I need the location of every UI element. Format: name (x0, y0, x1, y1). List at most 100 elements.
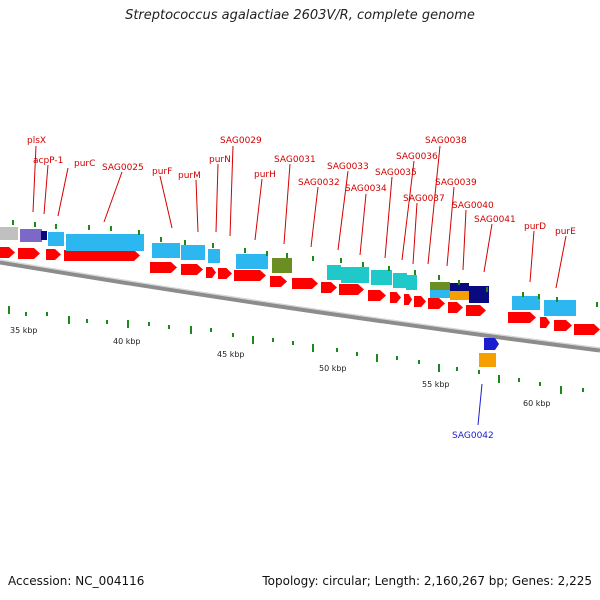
kbp-35: 35 kbp (10, 326, 38, 335)
label-leader-line (283, 163, 291, 245)
label-leader-line (359, 193, 367, 256)
scale-tick (106, 320, 108, 324)
label-SAG0042[interactable]: SAG0042 (452, 431, 494, 441)
gc-tick (438, 275, 440, 280)
forward-gene-arrow (390, 292, 401, 303)
gc-tick (110, 226, 112, 231)
label-SAG0037[interactable]: SAG0037 (403, 194, 445, 204)
gc-tick (212, 243, 214, 248)
cog-gene-box (327, 265, 341, 280)
label-acpP-1[interactable]: acpP-1 (33, 156, 63, 166)
label-leader-line (254, 178, 263, 241)
gc-tick (286, 253, 288, 258)
cog-gene-box (430, 290, 450, 298)
gc-tick (458, 280, 460, 285)
label-leader-line (32, 145, 37, 213)
label-SAG0033[interactable]: SAG0033 (327, 162, 369, 172)
scale-tick (68, 316, 70, 324)
scale-tick (292, 341, 294, 345)
cog-gene-box (181, 245, 205, 260)
forward-gene-arrow (218, 268, 232, 279)
gc-tick (388, 266, 390, 271)
label-SAG0031[interactable]: SAG0031 (274, 155, 316, 165)
label-leader-line (310, 186, 319, 248)
label-leader-line (215, 163, 219, 233)
label-purH[interactable]: purH (254, 170, 276, 180)
label-SAG0038[interactable]: SAG0038 (425, 136, 467, 146)
label-SAG0040[interactable]: SAG0040 (452, 201, 494, 211)
label-purE[interactable]: purE (555, 227, 576, 237)
label-leader-line (159, 175, 173, 229)
label-SAG0025[interactable]: SAG0025 (102, 163, 144, 173)
label-plsX[interactable]: plsX (27, 136, 46, 146)
label-purM[interactable]: purM (178, 171, 201, 181)
scale-tick (336, 348, 338, 352)
forward-gene-arrow (466, 305, 486, 316)
label-leader-line (427, 145, 441, 265)
label-purC[interactable]: purC (74, 159, 95, 169)
cog-gene-box (544, 300, 576, 316)
scale-tick (272, 338, 274, 342)
accession-text: Accession: NC_004116 (8, 574, 145, 588)
label-leader-line (483, 223, 493, 273)
label-SAG0035[interactable]: SAG0035 (375, 168, 417, 178)
scale-tick (498, 375, 500, 383)
scale-tick (582, 388, 584, 392)
label-leader-line (43, 164, 49, 215)
forward-gene-arrow (181, 264, 203, 275)
gc-tick (312, 256, 314, 261)
scale-tick (539, 382, 541, 386)
scale-tick (168, 325, 170, 329)
label-SAG0032[interactable]: SAG0032 (298, 178, 340, 188)
kbp-45: 45 kbp (217, 350, 245, 359)
scale-tick (396, 356, 398, 360)
scale-tick (25, 312, 27, 316)
gc-tick (414, 270, 416, 275)
cog-gene-box (48, 232, 64, 246)
label-SAG0034[interactable]: SAG0034 (345, 184, 387, 194)
cog-gene-box (393, 273, 407, 288)
scale-tick (252, 336, 254, 344)
scale-tick (190, 326, 192, 334)
forward-gene-arrow (150, 262, 177, 273)
gc-tick (266, 251, 268, 256)
kbp-scale (8, 306, 584, 394)
forward-gene-arrow (554, 320, 572, 331)
forward-gene-arrow (292, 278, 318, 289)
scale-tick (376, 354, 378, 362)
gc-tick (88, 225, 90, 230)
label-purD[interactable]: purD (524, 222, 546, 232)
cog-gene-boxes (0, 227, 576, 316)
forward-gene-arrow (540, 317, 550, 328)
scale-tick (312, 344, 314, 352)
gc-tick (244, 248, 246, 253)
scale-tick (86, 319, 88, 323)
forward-gene-arrow (270, 276, 287, 287)
label-leader-line (401, 160, 415, 261)
gc-tick (522, 292, 524, 297)
gc-tick (556, 297, 558, 302)
gc-ticks (12, 220, 598, 307)
gc-tick (362, 262, 364, 267)
label-SAG0029[interactable]: SAG0029 (220, 136, 262, 146)
gc-tick (34, 222, 36, 227)
highlight-gene-orange[interactable] (479, 353, 496, 367)
scale-tick (518, 378, 520, 382)
cog-gene-box (450, 283, 469, 291)
label-purF[interactable]: purF (152, 167, 172, 177)
forward-gene-arrow (404, 294, 412, 305)
label-SAG0036[interactable]: SAG0036 (396, 152, 438, 162)
forward-strand-genes (0, 247, 600, 335)
cog-gene-box (450, 291, 469, 300)
forward-gene-arrow (0, 247, 15, 258)
scale-tick (560, 386, 562, 394)
label-leaders (32, 145, 567, 289)
label-purN[interactable]: purN (209, 155, 231, 165)
kbp-60: 60 kbp (523, 399, 551, 408)
scale-tick (127, 320, 129, 328)
label-SAG0041[interactable]: SAG0041 (474, 215, 516, 225)
highlight-gene-blue[interactable] (484, 338, 499, 350)
scale-tick (478, 370, 480, 374)
label-SAG0039[interactable]: SAG0039 (435, 178, 477, 188)
cog-gene-box (41, 231, 47, 240)
